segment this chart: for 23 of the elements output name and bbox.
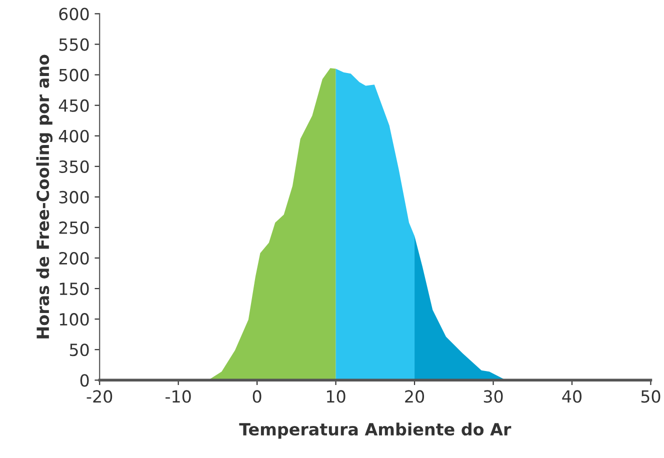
x-tick-label: 30 [484,390,503,403]
y-tick-label: 0 [80,374,89,387]
x-tick-label: 0 [252,390,262,403]
x-tick-label: 40 [562,390,582,403]
y-tick-label: 300 [59,190,89,204]
y-tick-label: 350 [59,160,89,173]
y-tick-label: 400 [58,130,89,142]
y-tick-label: 100 [60,313,89,326]
y-tick-label: 250 [59,221,89,234]
x-tick-label: 20 [405,390,424,403]
x-tick-label: 10 [327,390,346,403]
y-tick-label: 450 [58,99,89,112]
y-tick-label: 500 [59,68,89,82]
x-axis-title: Temperatura Ambiente do Ar [239,422,512,439]
y-tick-label: 200 [59,252,89,265]
x-tick-label: -10 [166,390,191,403]
x-tick-label: 50 [641,390,660,403]
y-tick-label: 50 [70,344,89,356]
y-tick-label: 550 [59,38,89,51]
y-tick-label: 600 [59,8,89,20]
y-axis-title: Horas de Free-Cooling por ano [36,54,53,338]
y-tick-label: 150 [60,282,89,296]
x-tick-label: -20 [86,390,112,403]
